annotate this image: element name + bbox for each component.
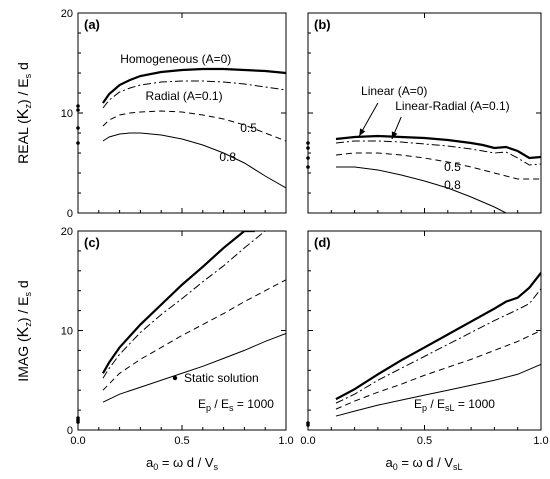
x-axis-label-part: a xyxy=(385,455,393,470)
y-axis-label-text: REAL (Kz) / Es d xyxy=(15,62,33,164)
series-line-solid xyxy=(102,333,286,403)
y-tick-label: 20 xyxy=(61,226,73,238)
x-axis-label-part: = ω d / V xyxy=(158,455,214,470)
x-tick-label: 0.0 xyxy=(70,435,85,447)
series-line-solid-thick xyxy=(102,231,255,374)
x-tick-label: 0.0 xyxy=(300,435,315,447)
static-solution-point xyxy=(76,126,80,130)
arrow-head xyxy=(391,131,398,139)
y-axis-label-part: K xyxy=(15,326,32,337)
ratio-note-part: sL xyxy=(445,403,455,413)
x-axis-label: a0 = ω d / VsL xyxy=(385,455,462,472)
static-solution-point xyxy=(76,141,80,145)
panel-d: 0.0 0.5 1.0 (d) xyxy=(300,230,549,447)
y-axis-label-part: d xyxy=(15,280,31,292)
panel-b: Linear (A=0)Linear-Radial (A=0.1) 0.5 0.8 (… xyxy=(306,12,542,214)
curve-annotation: Linear-Radial (A=0.1) xyxy=(395,99,509,113)
legend-label: Static solution xyxy=(184,371,259,385)
series-line-solid xyxy=(335,363,541,417)
y-axis-label-part: ) / E xyxy=(15,78,31,104)
y-axis-label-part: s xyxy=(23,292,33,297)
y-axis-label-part: d xyxy=(15,62,31,74)
series-line-dash-dot xyxy=(335,140,541,166)
static-solution-point xyxy=(76,108,80,112)
panel-c: 0.0 0.5 1.0 0 10 20 (c) Static solution xyxy=(61,226,294,447)
curve-annotation: Radial (A=0.1) xyxy=(146,89,223,103)
curve-annotation: Linear (A=0) xyxy=(361,84,427,98)
x-tick-label: 0.5 xyxy=(174,435,189,447)
panel-label: (d) xyxy=(314,235,331,250)
y-axis-label-text: IMAG (Kz) / Es d xyxy=(15,280,33,381)
x-axis-label-part: sL xyxy=(453,462,463,472)
static-solution-point xyxy=(306,423,310,427)
curve-annotation: 0.8 xyxy=(444,178,461,192)
y-axis-label-part: z xyxy=(23,322,33,327)
x-tick-label: 1.0 xyxy=(278,435,293,447)
y-axis-label-part: ) / E xyxy=(15,297,31,323)
x-axis-label-part: 0 xyxy=(153,462,158,472)
static-solution-point xyxy=(306,156,310,160)
y-tick-label: 10 xyxy=(61,326,73,338)
plot-frame xyxy=(307,12,542,214)
ratio-note-part: E xyxy=(198,397,206,411)
static-solution-point xyxy=(76,104,80,108)
ratio-note-part: p xyxy=(206,403,211,413)
legend-marker xyxy=(172,375,178,381)
y-axis-label-part: IMAG ( xyxy=(15,337,31,382)
x-axis-label-part: = ω d / V xyxy=(398,455,454,470)
ratio-note: Ep / EsL = 1000 xyxy=(414,397,495,413)
y-axis-label-part: REAL ( xyxy=(15,119,31,164)
series-line-solid-thick xyxy=(102,67,286,104)
series-line-solid xyxy=(102,132,286,189)
series-line-dash-dot xyxy=(335,288,541,404)
plot-frame xyxy=(77,12,287,214)
series-line-dash-dot xyxy=(102,231,276,379)
static-solution-point xyxy=(306,141,310,145)
panel-label: (c) xyxy=(84,235,100,250)
ratio-note-part: p xyxy=(422,403,427,413)
x-axis-label-part: a xyxy=(146,455,154,470)
y-axis-label-part: K xyxy=(15,108,32,119)
y-axis-label: IMAG (Kz) / Es d xyxy=(15,280,33,381)
ratio-note-part: = 1000 xyxy=(455,397,496,411)
series-line-solid-thick xyxy=(335,134,541,160)
curve-annotation: 0.5 xyxy=(240,121,257,135)
y-axis-label: REAL (Kz) / Es d xyxy=(15,62,33,164)
panel-label: (b) xyxy=(314,17,331,32)
y-tick-label: 0 xyxy=(67,425,73,437)
ratio-note-part: E xyxy=(414,397,422,411)
y-tick-label: 10 xyxy=(61,108,73,120)
x-tick-label: 1.0 xyxy=(533,435,548,447)
static-solution-point xyxy=(76,420,80,424)
static-solution-point xyxy=(306,146,310,150)
y-axis-label-part: z xyxy=(23,104,33,109)
x-axis-label-part: s xyxy=(214,462,219,472)
x-axis-label-part: 0 xyxy=(393,462,398,472)
series-line-dashed xyxy=(335,330,541,410)
static-solution-point xyxy=(306,165,310,169)
series-line-dashed xyxy=(335,152,541,180)
curve-annotation: 0.8 xyxy=(219,150,236,164)
x-tick-label: 0.5 xyxy=(417,435,432,447)
panel-label: (a) xyxy=(84,17,100,32)
series-line-dash-dot xyxy=(102,80,286,109)
ratio-note-part: s xyxy=(229,403,234,413)
ratio-note-part: / E xyxy=(211,397,229,411)
ratio-note-part: / E xyxy=(427,397,445,411)
curve-annotation: Homogeneous (A=0) xyxy=(120,52,231,66)
panel-a: 0 10 20 Homogeneous (A=0) Radial (A=0.1) 0.5 0… xyxy=(61,8,287,220)
series-line-dashed xyxy=(102,110,286,142)
series-line-solid xyxy=(335,166,507,213)
ratio-note-part: = 1000 xyxy=(234,397,275,411)
y-axis-label-part: s xyxy=(23,73,33,78)
ratio-note: Ep / Es = 1000 xyxy=(198,397,274,413)
y-tick-label: 0 xyxy=(67,208,73,220)
series-line-solid-thick xyxy=(335,272,541,401)
curve-annotation: 0.5 xyxy=(444,160,461,174)
arrow-head xyxy=(359,128,366,136)
x-axis-label: a0 = ω d / Vs xyxy=(146,455,219,472)
y-tick-label: 20 xyxy=(61,8,73,20)
